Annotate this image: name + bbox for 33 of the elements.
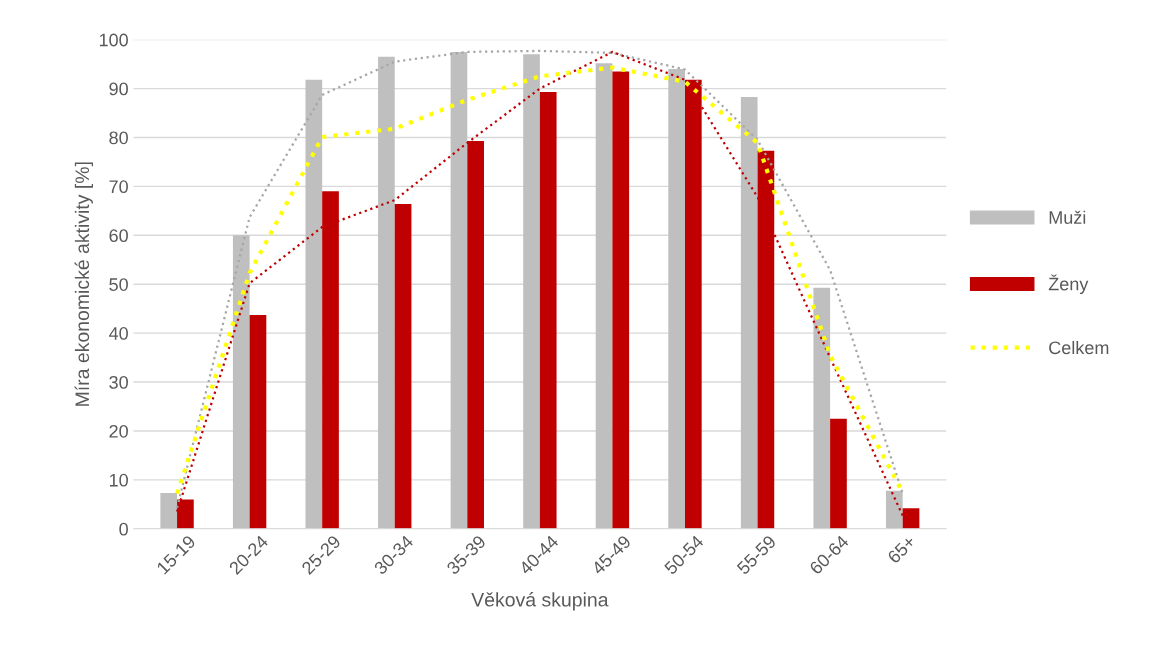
x-tick-label: 65+ <box>886 534 917 565</box>
y-tick-label: 10 <box>109 473 128 487</box>
x-axis-title: Věková skupina <box>471 592 609 611</box>
y-tick-label: 100 <box>99 33 128 47</box>
bar <box>394 204 412 529</box>
y-tick-label: 70 <box>109 180 128 194</box>
bar <box>740 96 758 529</box>
bar <box>232 235 250 529</box>
y-tick-label: 20 <box>109 424 128 438</box>
bar <box>378 56 395 529</box>
y-tick-label: 80 <box>109 131 128 145</box>
legend-label: Celkem <box>1049 340 1109 355</box>
bar <box>668 69 685 529</box>
bar <box>305 79 323 529</box>
bar <box>523 54 540 529</box>
y-tick-label: 90 <box>109 82 128 96</box>
bar <box>539 92 557 529</box>
legend-label: Muži <box>1049 210 1086 224</box>
bar <box>830 418 847 529</box>
bar <box>612 71 630 529</box>
y-tick-label: 50 <box>109 278 128 291</box>
bar <box>595 63 613 529</box>
y-tick-label: 60 <box>109 229 128 243</box>
y-tick-label: 0 <box>119 522 128 536</box>
legend-label: Ženy <box>1048 274 1089 294</box>
bar <box>160 493 178 529</box>
bar <box>813 287 831 529</box>
bar <box>885 490 903 529</box>
y-axis-title: Míra ekonomické aktivity [%] <box>74 162 93 406</box>
y-tick-label: 30 <box>109 375 128 389</box>
y-tick-label: 40 <box>108 327 128 340</box>
bar <box>249 315 267 529</box>
bar <box>450 51 468 529</box>
